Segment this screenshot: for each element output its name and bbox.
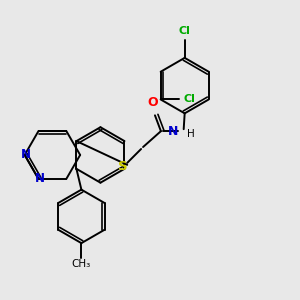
- Text: S: S: [118, 160, 128, 173]
- Text: Cl: Cl: [179, 26, 190, 36]
- Text: N: N: [168, 125, 179, 138]
- Text: Cl: Cl: [183, 94, 195, 104]
- Text: O: O: [148, 96, 158, 110]
- Text: H: H: [187, 129, 194, 139]
- Text: CH₃: CH₃: [72, 259, 91, 269]
- Text: N: N: [34, 172, 44, 185]
- Text: N: N: [21, 148, 31, 161]
